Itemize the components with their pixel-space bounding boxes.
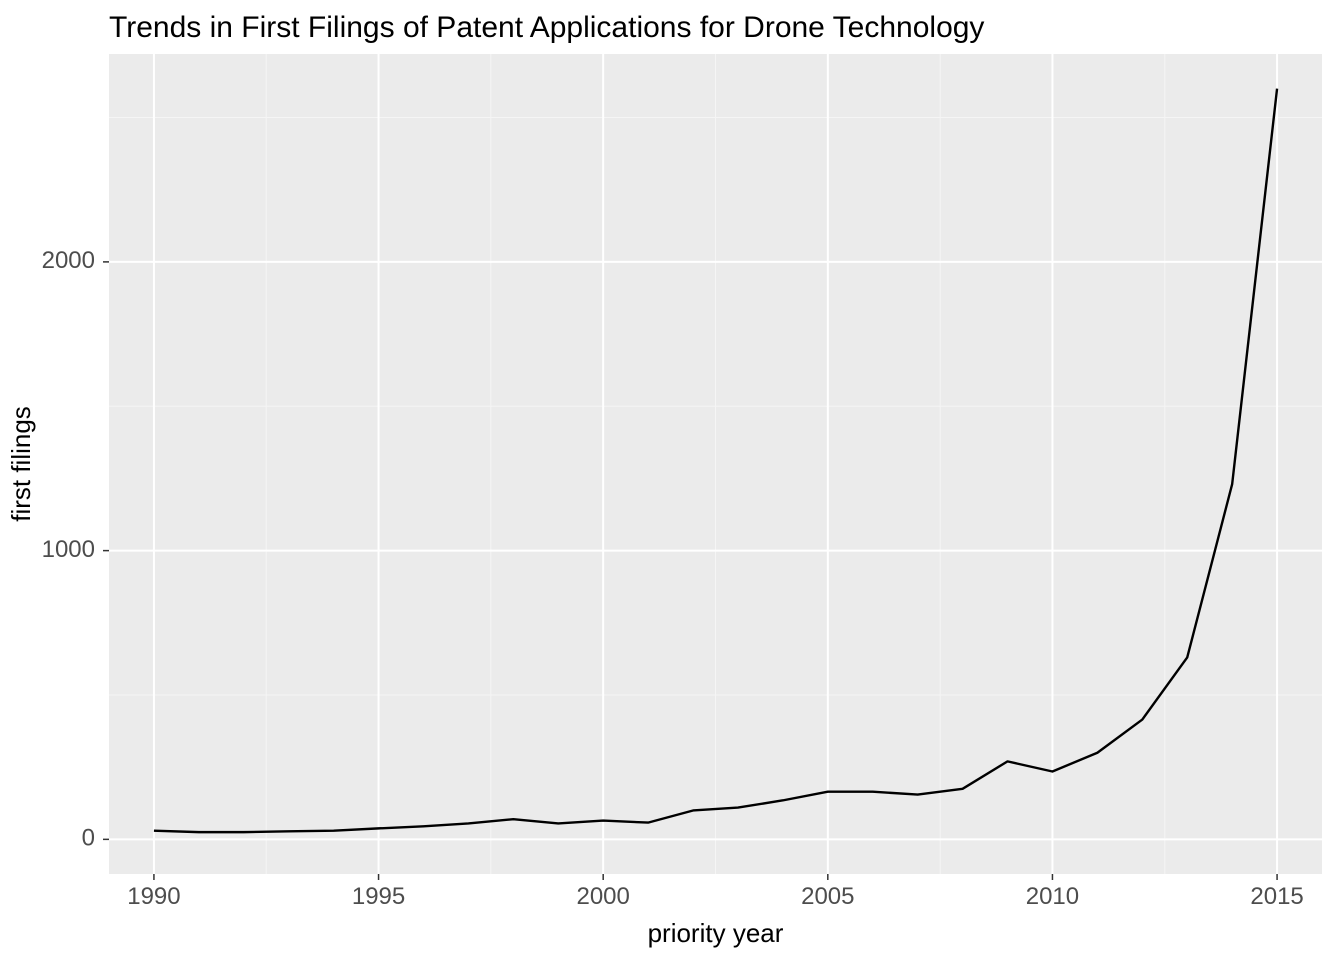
line-chart-svg: Trends in First Filings of Patent Applic…: [0, 0, 1344, 960]
y-tick-label: 0: [82, 825, 95, 852]
chart-title: Trends in First Filings of Patent Applic…: [109, 11, 984, 44]
chart-container: Trends in First Filings of Patent Applic…: [0, 0, 1344, 960]
x-tick-label: 1990: [127, 883, 180, 910]
y-tick-label: 2000: [42, 247, 95, 274]
y-ticks: 0 1000 2000: [42, 247, 109, 851]
y-axis-label: first filings: [6, 406, 36, 522]
x-tick-label: 2005: [801, 883, 854, 910]
x-tick-label: 2000: [576, 883, 629, 910]
x-tick-label: 1995: [352, 883, 405, 910]
x-ticks: 1990 1995 2000 2005 2010 2015: [127, 874, 1304, 910]
y-tick-label: 1000: [42, 536, 95, 563]
x-tick-label: 2010: [1026, 883, 1079, 910]
x-tick-label: 2015: [1250, 883, 1303, 910]
x-axis-label: priority year: [648, 918, 784, 948]
